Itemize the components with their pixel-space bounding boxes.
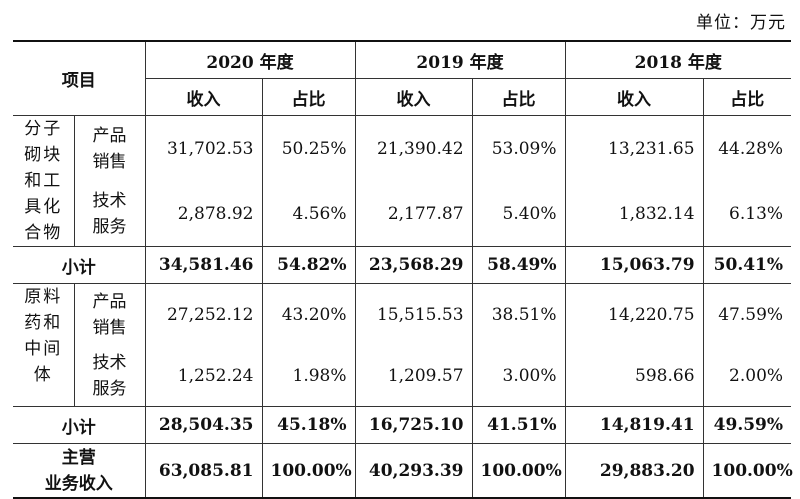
share-cell: 100.00%	[262, 444, 355, 499]
revenue-cell: 21,390.42	[355, 116, 472, 182]
share-cell: 50.41%	[703, 247, 791, 284]
revenue-cell: 1,209.57	[355, 345, 472, 407]
revenue-cell: 40,293.39	[355, 444, 472, 499]
category-cell: 原料 药和 中间 体	[13, 284, 74, 407]
revenue-cell: 14,819.41	[565, 407, 703, 444]
unit-label: 单位：万元	[696, 8, 786, 33]
header-revenue: 收入	[565, 79, 703, 116]
revenue-cell: 15,515.53	[355, 284, 472, 346]
header-share: 占比	[262, 79, 355, 116]
revenue-cell: 1,252.24	[145, 345, 262, 407]
share-cell: 6.13%	[703, 181, 791, 247]
header-share: 占比	[472, 79, 565, 116]
header-revenue: 收入	[355, 79, 472, 116]
revenue-cell: 27,252.12	[145, 284, 262, 346]
revenue-cell: 31,702.53	[145, 116, 262, 182]
revenue-table: 项目 2020 年度 2019 年度 2018 年度 收入 占比 收入 占比 收…	[13, 40, 791, 499]
share-cell: 100.00%	[703, 444, 791, 499]
share-cell: 50.25%	[262, 116, 355, 182]
share-cell: 43.20%	[262, 284, 355, 346]
revenue-cell: 15,063.79	[565, 247, 703, 284]
share-cell: 49.59%	[703, 407, 791, 444]
revenue-cell: 63,085.81	[145, 444, 262, 499]
revenue-cell: 598.66	[565, 345, 703, 407]
header-year-2020: 2020 年度	[145, 41, 355, 79]
table-row: 原料 药和 中间 体 产品 销售 27,252.12 43.20% 15,515…	[13, 284, 791, 346]
header-year-2018: 2018 年度	[565, 41, 791, 79]
total-row: 主营 业务收入 63,085.81 100.00% 40,293.39 100.…	[13, 444, 791, 499]
share-cell: 54.82%	[262, 247, 355, 284]
share-cell: 5.40%	[472, 181, 565, 247]
sub-item-cell: 产品 销售	[74, 284, 145, 346]
share-cell: 1.98%	[262, 345, 355, 407]
sub-item-cell: 产品 销售	[74, 116, 145, 182]
table-row: 分子 砌块 和工 具化 合物 产品 销售 31,702.53 50.25% 21…	[13, 116, 791, 182]
subtotal-row: 小计 34,581.46 54.82% 23,568.29 58.49% 15,…	[13, 247, 791, 284]
share-cell: 3.00%	[472, 345, 565, 407]
share-cell: 4.56%	[262, 181, 355, 247]
total-label: 主营 业务收入	[13, 444, 145, 499]
share-cell: 41.51%	[472, 407, 565, 444]
header-revenue: 收入	[145, 79, 262, 116]
share-cell: 53.09%	[472, 116, 565, 182]
table-row: 技术 服务 2,878.92 4.56% 2,177.87 5.40% 1,83…	[13, 181, 791, 247]
revenue-cell: 29,883.20	[565, 444, 703, 499]
category-cell: 分子 砌块 和工 具化 合物	[13, 116, 74, 247]
share-cell: 44.28%	[703, 116, 791, 182]
revenue-cell: 1,832.14	[565, 181, 703, 247]
revenue-cell: 2,878.92	[145, 181, 262, 247]
share-cell: 47.59%	[703, 284, 791, 346]
sub-item-cell: 技术 服务	[74, 345, 145, 407]
subtotal-row: 小计 28,504.35 45.18% 16,725.10 41.51% 14,…	[13, 407, 791, 444]
share-cell: 58.49%	[472, 247, 565, 284]
subtotal-label: 小计	[13, 407, 145, 444]
header-share: 占比	[703, 79, 791, 116]
share-cell: 2.00%	[703, 345, 791, 407]
share-cell: 38.51%	[472, 284, 565, 346]
revenue-cell: 14,220.75	[565, 284, 703, 346]
sub-item-cell: 技术 服务	[74, 181, 145, 247]
share-cell: 45.18%	[262, 407, 355, 444]
revenue-cell: 34,581.46	[145, 247, 262, 284]
header-year-2019: 2019 年度	[355, 41, 565, 79]
header-item: 项目	[13, 41, 145, 116]
share-cell: 100.00%	[472, 444, 565, 499]
revenue-cell: 28,504.35	[145, 407, 262, 444]
revenue-cell: 16,725.10	[355, 407, 472, 444]
revenue-cell: 13,231.65	[565, 116, 703, 182]
header-row-years: 项目 2020 年度 2019 年度 2018 年度	[13, 41, 791, 79]
subtotal-label: 小计	[13, 247, 145, 284]
revenue-cell: 23,568.29	[355, 247, 472, 284]
revenue-cell: 2,177.87	[355, 181, 472, 247]
table-row: 技术 服务 1,252.24 1.98% 1,209.57 3.00% 598.…	[13, 345, 791, 407]
